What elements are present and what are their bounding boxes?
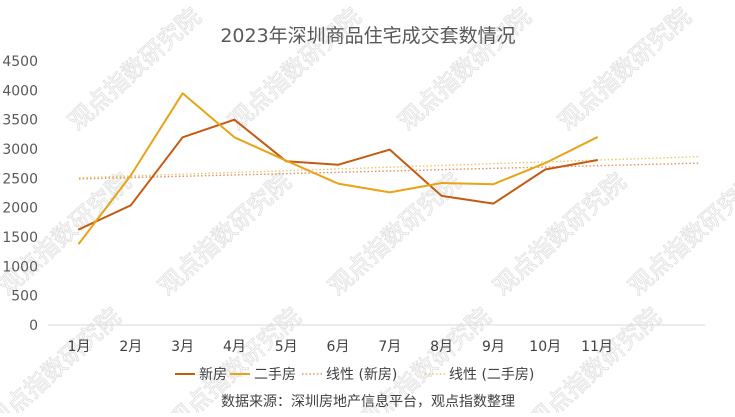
y-axis: 0 500 1000 1500 2000 2500 3000 3500 4000 4500	[2, 54, 38, 334]
y-tick-label: 0	[29, 318, 38, 334]
watermark: 观点指数研究院	[393, 2, 537, 135]
y-tick-label: 2500	[2, 171, 38, 187]
y-tick-label: 1500	[2, 230, 38, 246]
y-tick-label: 500	[11, 289, 38, 305]
x-tick-label: 7月	[378, 339, 401, 355]
watermark: 观点指数研究院	[623, 167, 735, 300]
x-tick-label: 10月	[529, 339, 561, 355]
x-tick-label: 6月	[327, 339, 350, 355]
x-tick-label: 9月	[482, 339, 505, 355]
series-lines	[78, 92, 598, 245]
y-tick-label: 3500	[2, 113, 38, 129]
y-tick-label: 3000	[2, 142, 38, 158]
x-axis: 1月 2月 3月 4月 5月 6月 7月 8月 9月 10月 11月	[48, 324, 705, 355]
source-note: 数据来源：深圳房地产信息平台，观点指数整理	[221, 393, 515, 410]
y-tick-label: 4500	[2, 54, 38, 70]
watermark: 观点指数研究院	[223, 2, 367, 135]
y-tick-label: 2000	[2, 201, 38, 217]
watermark: 观点指数研究院	[488, 167, 632, 300]
watermark: 观点指数研究院	[323, 167, 467, 300]
watermark: 观点指数研究院	[523, 302, 667, 413]
legend-label: 线性 (新房)	[326, 367, 397, 383]
x-tick-label: 5月	[275, 339, 298, 355]
series-line	[78, 92, 598, 245]
x-tick-label: 4月	[223, 339, 246, 355]
y-tick-label: 4000	[2, 83, 38, 99]
watermark: 观点指数研究院	[0, 302, 126, 413]
legend-label: 新房	[199, 367, 227, 383]
chart-title: 2023年深圳商品住宅成交套数情况	[220, 25, 515, 47]
legend-label: 线性 (二手房)	[449, 367, 534, 383]
x-tick-label: 1月	[68, 339, 91, 355]
legend-label: 二手房	[254, 367, 296, 383]
x-tick-label: 2月	[119, 339, 142, 355]
watermark: 观点指数研究院	[63, 2, 207, 135]
legend: 新房 二手房 线性 (新房) 线性 (二手房)	[175, 367, 534, 383]
watermark: 观点指数研究院	[553, 2, 697, 135]
series-line	[78, 118, 598, 231]
x-tick-label: 3月	[171, 339, 194, 355]
y-tick-label: 1000	[2, 259, 38, 275]
x-tick-label: 8月	[430, 339, 453, 355]
watermark: 观点指数研究院	[153, 167, 297, 300]
x-tick-label: 11月	[581, 339, 613, 355]
